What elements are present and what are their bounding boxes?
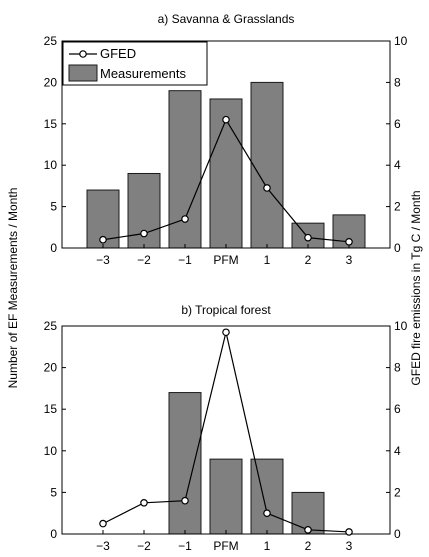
- right-tick-label: 10: [394, 34, 408, 48]
- x-tick-label: −1: [178, 253, 192, 267]
- x-tick-label: −3: [96, 539, 110, 553]
- panel-tropical-forest: b) Tropical forest 0 5 10 15 20 25 0 2 4 6 8 10 −3 −2 −…: [44, 303, 408, 553]
- x-tick-label: PFM: [213, 253, 238, 267]
- right-axis-title: GFED fire emissions in Tg C / Month: [409, 190, 423, 385]
- bar-4: [250, 81, 284, 249]
- gfed-point-3: [222, 115, 230, 124]
- x-tick-label: 3: [346, 253, 353, 267]
- gfed-point-4: [263, 184, 271, 192]
- x-tick-label: 2: [305, 253, 312, 267]
- right-tick-label: 8: [394, 361, 401, 375]
- gfed-point-0: [99, 519, 107, 528]
- gfed-point-2: [181, 496, 189, 505]
- left-axis-title: Number of EF Measurements / Month: [6, 188, 20, 389]
- right-tick-label: 10: [394, 319, 408, 333]
- left-tick-label: 25: [44, 319, 58, 333]
- left-tick-label: 10: [44, 158, 58, 172]
- gfed-point-1: [140, 498, 148, 507]
- panel-savanna-grasslands: a) Savanna & Grasslands 0 5 10 15 20 25 0 2 4 6 8 10…: [44, 12, 408, 267]
- left-tick-label: 20: [44, 75, 58, 89]
- x-tick-label: 1: [264, 539, 271, 553]
- x-tick-label: 3: [346, 539, 353, 553]
- bar-2: [168, 90, 202, 249]
- gfed-point-2: [181, 215, 189, 223]
- x-tick-label: −3: [96, 253, 110, 267]
- bar-2: [168, 392, 202, 535]
- left-tick-label: 5: [50, 485, 57, 499]
- gfed-point-3: [222, 328, 230, 337]
- x-tick-label: 2: [305, 539, 312, 553]
- right-tick-label: 2: [394, 485, 401, 499]
- gfed-point-5: [304, 526, 312, 534]
- gfed-point-6: [345, 237, 353, 246]
- left-tick-label: 0: [50, 527, 57, 541]
- right-tick-label: 4: [394, 444, 401, 458]
- right-tick-label: 0: [394, 527, 401, 541]
- left-tick-label: 10: [44, 444, 58, 458]
- x-tick-label: 1: [264, 253, 271, 267]
- x-tick-label: −2: [137, 539, 151, 553]
- left-tick-label: 5: [50, 200, 57, 214]
- right-tick-label: 8: [394, 75, 401, 89]
- left-tick-label: 25: [44, 34, 58, 48]
- legend-label-gfed: GFED: [100, 46, 136, 61]
- gfed-point-4: [263, 509, 271, 518]
- gfed-point-6: [345, 528, 353, 536]
- left-tick-label: 20: [44, 361, 58, 375]
- panel-title: b) Tropical forest: [181, 303, 271, 317]
- x-tick-label: PFM: [213, 539, 238, 553]
- legend-label-measurements: Measurements: [100, 66, 186, 81]
- right-tick-label: 6: [394, 117, 401, 131]
- left-tick-label: 0: [50, 241, 57, 255]
- right-tick-label: 4: [394, 158, 401, 172]
- gfed-point-1: [140, 229, 148, 238]
- legend-marker-swatch: [79, 50, 87, 58]
- x-tick-label: −2: [137, 253, 151, 267]
- gfed-point-0: [99, 235, 107, 244]
- x-tick-label: −1: [178, 539, 192, 553]
- left-tick-label: 15: [44, 402, 58, 416]
- bar-3: [209, 98, 243, 249]
- right-tick-label: 2: [394, 200, 401, 214]
- bar-4: [250, 458, 284, 535]
- bar-3: [209, 458, 243, 535]
- left-tick-label: 15: [44, 117, 58, 131]
- gfed-point-5: [304, 233, 312, 242]
- right-axis-title-group: GFED fire emissions in Tg C / Month: [409, 190, 423, 385]
- right-tick-label: 0: [394, 241, 401, 255]
- left-axis-title-group: Number of EF Measurements / Month: [6, 188, 20, 389]
- right-tick-label: 6: [394, 402, 401, 416]
- panel-title: a) Savanna & Grasslands: [158, 12, 295, 26]
- legend-bar-swatch: [68, 64, 98, 82]
